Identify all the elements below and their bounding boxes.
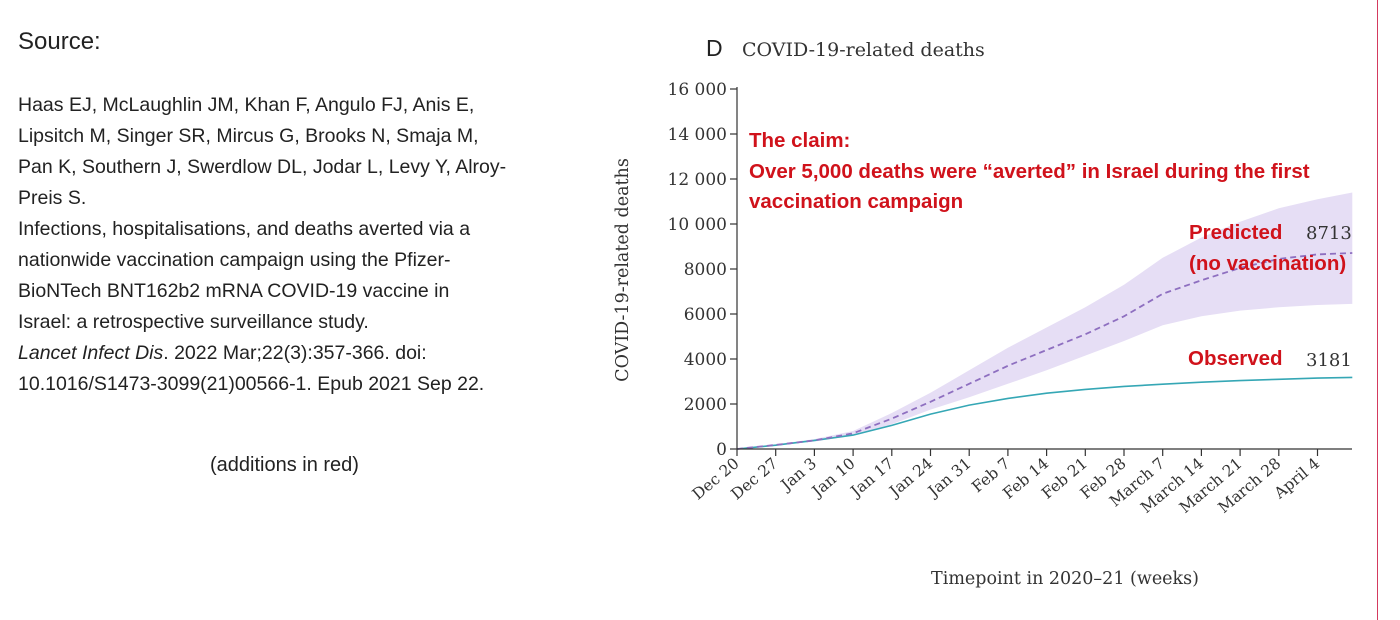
y-tick-label: 4000 [684, 350, 727, 370]
chart-title: COVID-19-related deaths [742, 39, 985, 61]
claim-heading: The claim: [749, 129, 850, 152]
citation-line: Haas EJ, McLaughlin JM, Khan F, Angulo F… [18, 94, 475, 116]
observed-end-value: 3181 [1306, 350, 1352, 371]
x-tick-label: Jan 10 [807, 454, 858, 501]
source-panel: Source: Haas EJ, McLaughlin JM, Khan F, … [18, 28, 578, 400]
citation-line: Pan K, Southern J, Swerdlow DL, Jodar L,… [18, 156, 507, 178]
panel-letter: D [706, 35, 723, 61]
source-label: Source: [18, 28, 101, 55]
additions-note: (additions in red) [210, 454, 359, 476]
x-tick-label: Jan 31 [923, 454, 974, 501]
citation-line: BioNTech BNT162b2 mRNA COVID-19 vaccine … [18, 280, 450, 302]
y-tick-label: 16 000 [668, 80, 727, 100]
citation: Haas EJ, McLaughlin JM, Khan F, Angulo F… [18, 90, 578, 400]
x-tick-label: Jan 17 [846, 454, 897, 501]
y-axis-label: COVID-19-related deaths [613, 158, 633, 382]
observed-line [736, 376, 1353, 450]
predicted-sublabel: (no vaccination) [1189, 252, 1346, 275]
predicted-label: Predicted [1189, 221, 1282, 244]
x-tick-label: Jan 24 [885, 454, 937, 501]
predicted-confidence-band [737, 192, 1353, 449]
observed-label: Observed [1188, 347, 1283, 370]
journal-details: . 2022 Mar;22(3):357-366. doi: [163, 342, 427, 364]
right-border-line [1377, 0, 1378, 620]
predicted-end-value: 8713 [1306, 223, 1352, 244]
citation-line: nationwide vaccination campaign using th… [18, 249, 451, 271]
y-tick-label: 6000 [684, 305, 727, 325]
citation-line: Infections, hospitalisations, and deaths… [18, 218, 471, 240]
y-tick-label: 10 000 [668, 215, 727, 235]
y-tick-label: 14 000 [668, 125, 727, 145]
predicted-line [736, 252, 1353, 450]
citation-doi-line: 10.1016/S1473-3099(21)00566-1. Epub 2021… [18, 373, 485, 395]
y-tick-label: 2000 [684, 395, 727, 415]
journal-name: Lancet Infect Dis [18, 342, 164, 364]
confidence-band-layer [737, 192, 1353, 449]
series-layer [736, 252, 1353, 450]
citation-line: Preis S. [18, 187, 87, 209]
claim-text-line1: Over 5,000 deaths were “averted” in Isra… [749, 160, 1310, 183]
citation-line: Lipsitch M, Singer SR, Mircus G, Brooks … [18, 125, 479, 147]
citation-line: Israel: a retrospective surveillance stu… [18, 311, 369, 333]
claim-text-line2: vaccination campaign [749, 190, 963, 213]
y-tick-label: 8000 [684, 260, 727, 280]
y-tick-label: 0 [716, 440, 727, 460]
citation-journal-line: Lancet Infect Dis. 2022 Mar;22(3):357-36… [18, 338, 578, 369]
x-axis-label: Timepoint in 2020–21 (weeks) [931, 569, 1199, 589]
y-tick-label: 12 000 [668, 170, 727, 190]
